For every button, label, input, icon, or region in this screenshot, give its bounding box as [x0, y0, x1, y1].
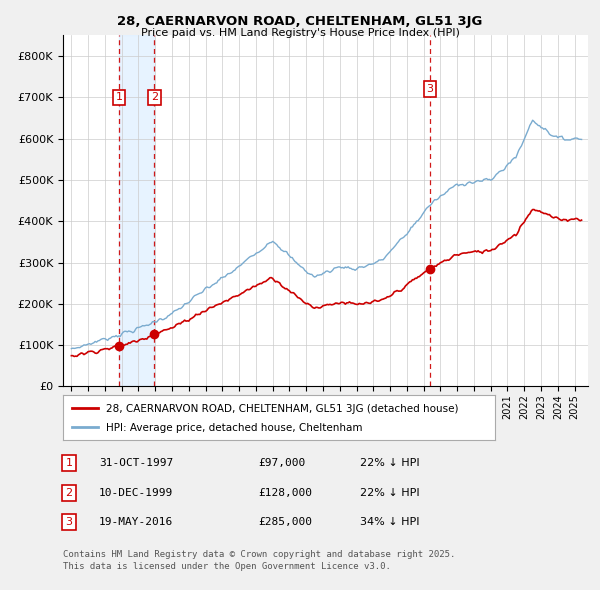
Text: £128,000: £128,000: [258, 488, 312, 497]
Text: Contains HM Land Registry data © Crown copyright and database right 2025.: Contains HM Land Registry data © Crown c…: [63, 550, 455, 559]
Text: This data is licensed under the Open Government Licence v3.0.: This data is licensed under the Open Gov…: [63, 562, 391, 571]
Text: £97,000: £97,000: [258, 458, 305, 468]
Text: 28, CAERNARVON ROAD, CHELTENHAM, GL51 3JG: 28, CAERNARVON ROAD, CHELTENHAM, GL51 3J…: [118, 15, 482, 28]
Text: 19-MAY-2016: 19-MAY-2016: [99, 517, 173, 527]
Text: 3: 3: [65, 517, 73, 527]
Text: 2: 2: [65, 488, 73, 497]
Text: 22% ↓ HPI: 22% ↓ HPI: [360, 488, 419, 497]
Text: £285,000: £285,000: [258, 517, 312, 527]
Text: 1: 1: [115, 93, 122, 102]
Text: 22% ↓ HPI: 22% ↓ HPI: [360, 458, 419, 468]
Text: 1: 1: [65, 458, 73, 468]
Text: 28, CAERNARVON ROAD, CHELTENHAM, GL51 3JG (detached house): 28, CAERNARVON ROAD, CHELTENHAM, GL51 3J…: [106, 404, 459, 414]
Text: 3: 3: [427, 84, 433, 94]
Text: Price paid vs. HM Land Registry's House Price Index (HPI): Price paid vs. HM Land Registry's House …: [140, 28, 460, 38]
Bar: [119, 35, 154, 386]
Text: 31-OCT-1997: 31-OCT-1997: [99, 458, 173, 468]
Text: 34% ↓ HPI: 34% ↓ HPI: [360, 517, 419, 527]
Text: 2: 2: [151, 93, 158, 102]
Text: HPI: Average price, detached house, Cheltenham: HPI: Average price, detached house, Chel…: [106, 423, 362, 433]
Text: 10-DEC-1999: 10-DEC-1999: [99, 488, 173, 497]
